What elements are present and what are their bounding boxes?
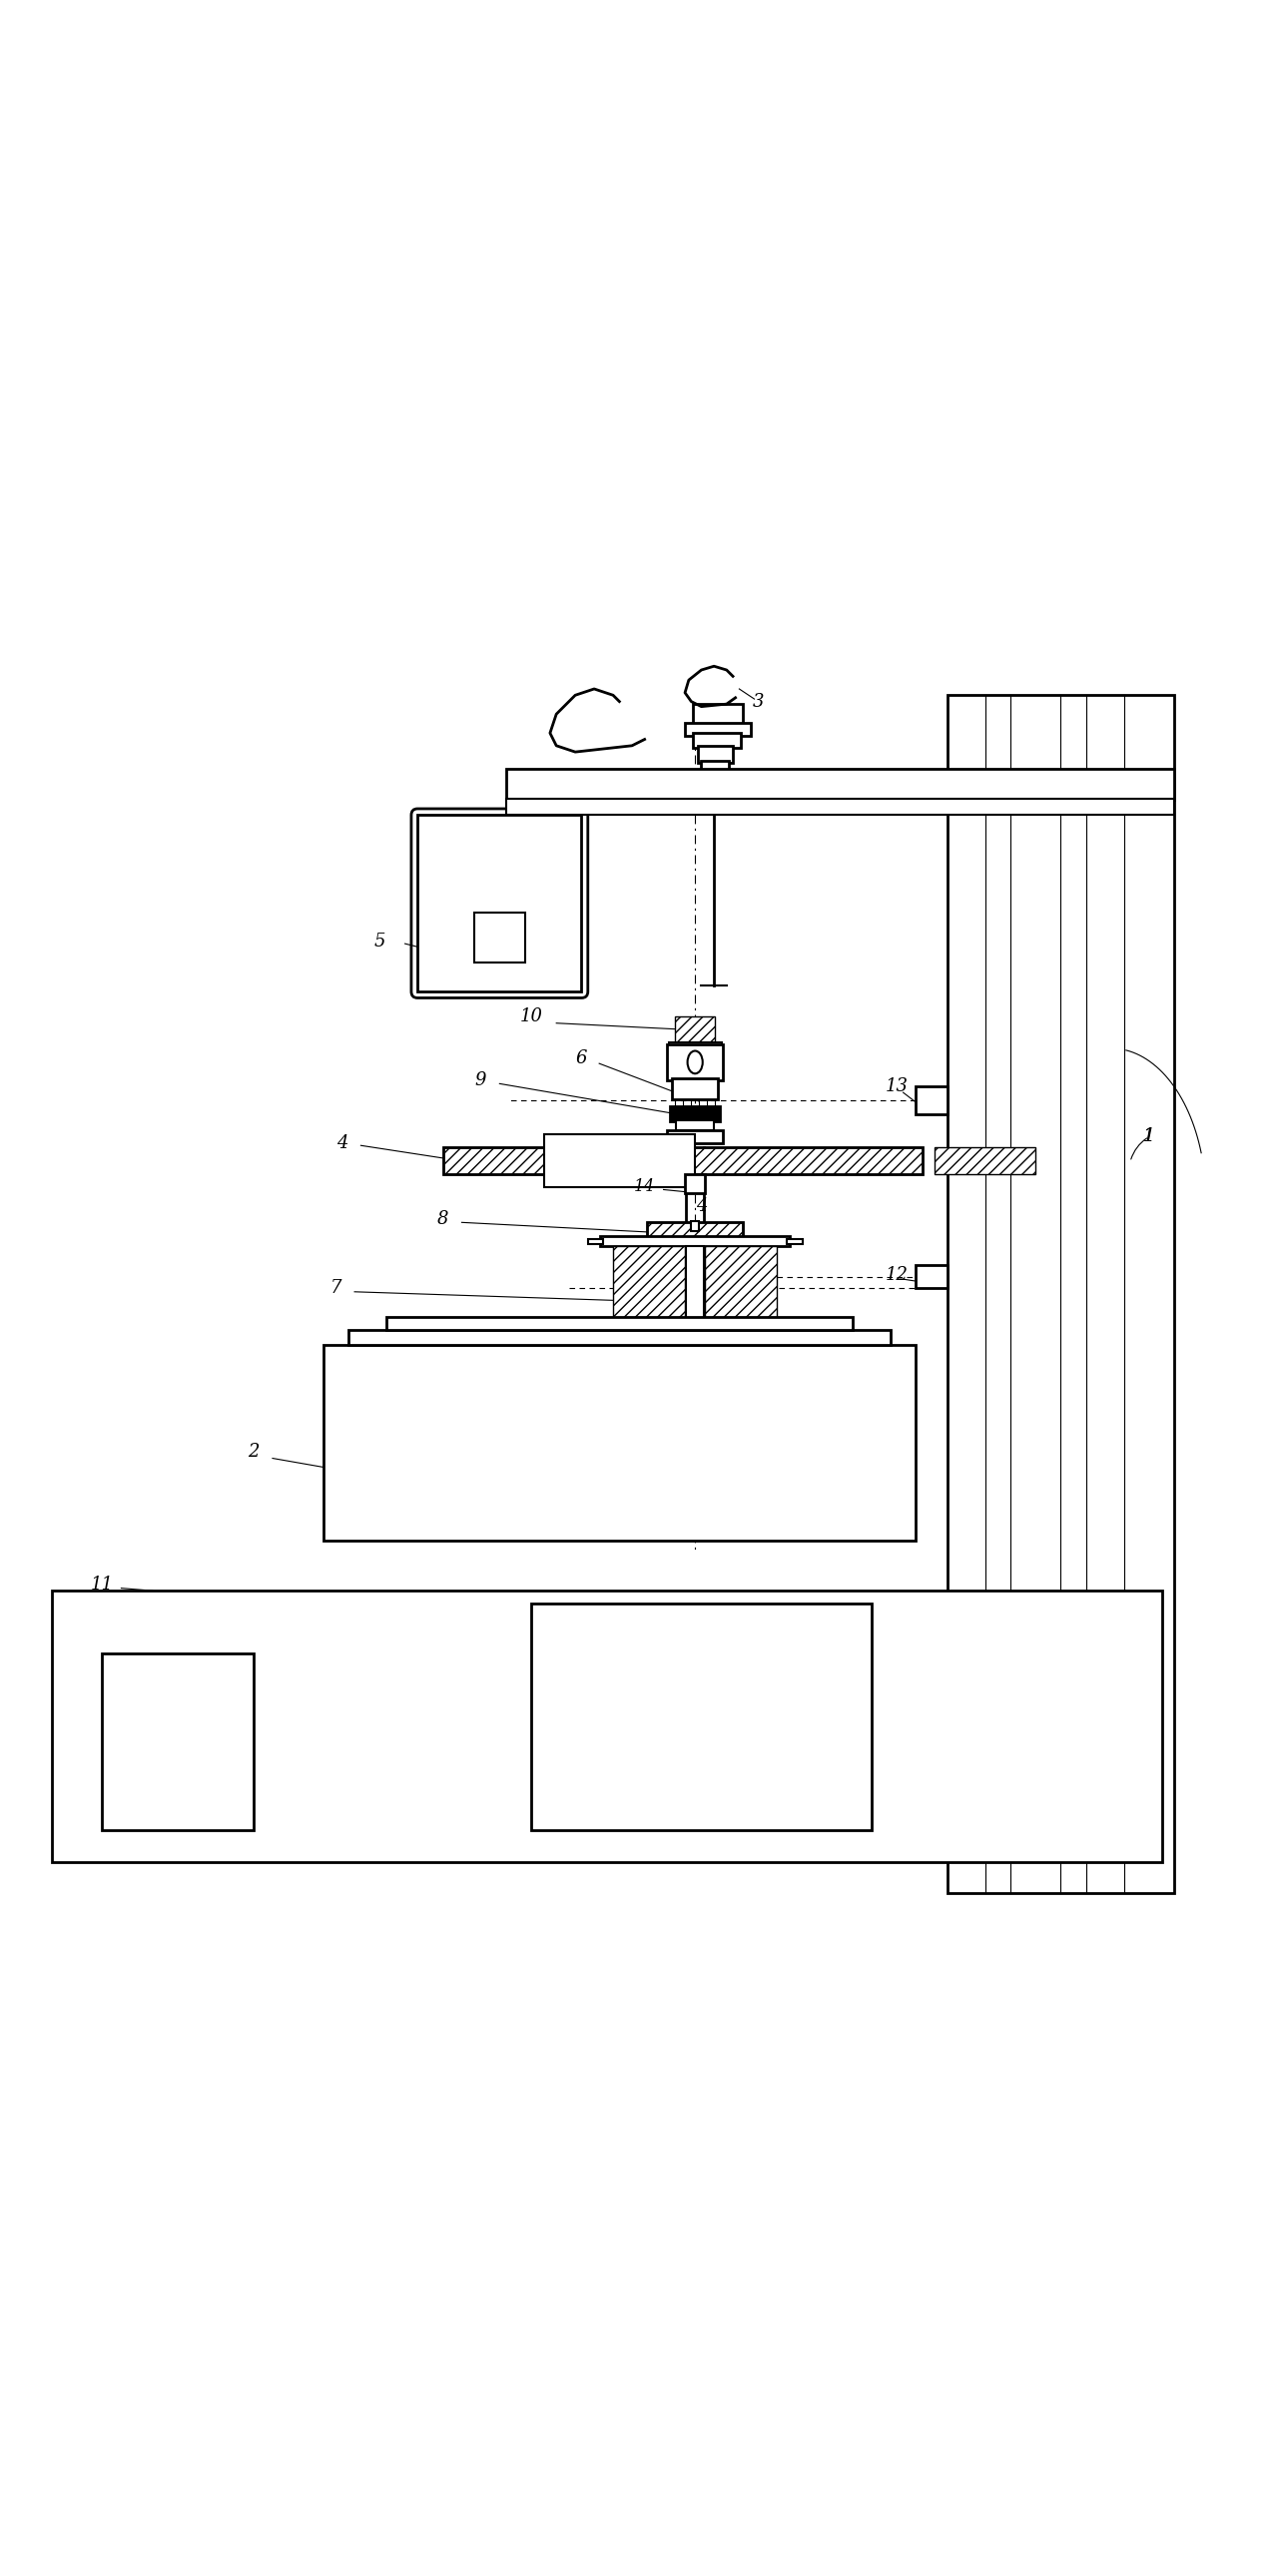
Text: 3: 3 [752, 693, 763, 711]
Bar [474, 912, 525, 963]
Text: 7: 7 [330, 1280, 341, 1296]
Bar [442, 1146, 921, 1175]
Bar [685, 724, 751, 737]
Bar [675, 1018, 715, 1043]
Bar [934, 1146, 1035, 1175]
Bar [698, 744, 733, 762]
FancyBboxPatch shape [411, 809, 588, 997]
Bar [348, 1329, 891, 1345]
Polygon shape [685, 667, 736, 706]
Bar [947, 696, 1174, 1893]
Bar [647, 1224, 743, 1242]
Bar [705, 1247, 777, 1342]
Bar [916, 1087, 947, 1113]
Bar [693, 703, 743, 726]
Text: 4: 4 [336, 1133, 348, 1151]
Text: 12: 12 [885, 1267, 909, 1285]
Bar [693, 734, 741, 747]
Bar [544, 1133, 695, 1188]
Bar [613, 1247, 685, 1342]
Text: 11: 11 [91, 1577, 114, 1595]
Text: 6: 6 [576, 1048, 588, 1066]
Bar [685, 1175, 705, 1193]
Bar [702, 760, 729, 773]
Bar [916, 1265, 947, 1288]
Bar [52, 1592, 1162, 1862]
Bar [669, 1043, 722, 1051]
Text: 10: 10 [520, 1007, 542, 1025]
Bar [531, 1602, 872, 1832]
Bar [588, 1239, 603, 1244]
Text: 8: 8 [437, 1211, 449, 1229]
Text: 1: 1 [1144, 1128, 1155, 1146]
Polygon shape [550, 688, 645, 752]
Text: 4: 4 [695, 1198, 707, 1216]
Text: 2: 2 [248, 1443, 259, 1461]
Bar [676, 1121, 714, 1131]
Text: 9: 9 [475, 1072, 487, 1090]
Bar [672, 1079, 718, 1100]
Ellipse shape [688, 1051, 703, 1074]
Bar [442, 1146, 921, 1175]
Bar [506, 768, 1174, 801]
Bar [506, 799, 1174, 814]
Bar [670, 1105, 720, 1121]
Bar [686, 1247, 704, 1342]
Text: 5: 5 [374, 933, 386, 951]
Bar [417, 814, 581, 992]
Bar [667, 1131, 723, 1144]
Text: 13: 13 [885, 1077, 909, 1095]
Bar [647, 1224, 743, 1242]
Bar [787, 1239, 803, 1244]
Bar [667, 1046, 723, 1079]
Bar [691, 1221, 699, 1231]
Bar [600, 1236, 790, 1247]
Bar [324, 1345, 916, 1540]
Text: 14: 14 [635, 1180, 655, 1195]
Bar [102, 1654, 254, 1832]
Text: 1: 1 [1143, 1128, 1155, 1146]
Bar [386, 1316, 853, 1329]
Bar [607, 1340, 784, 1350]
